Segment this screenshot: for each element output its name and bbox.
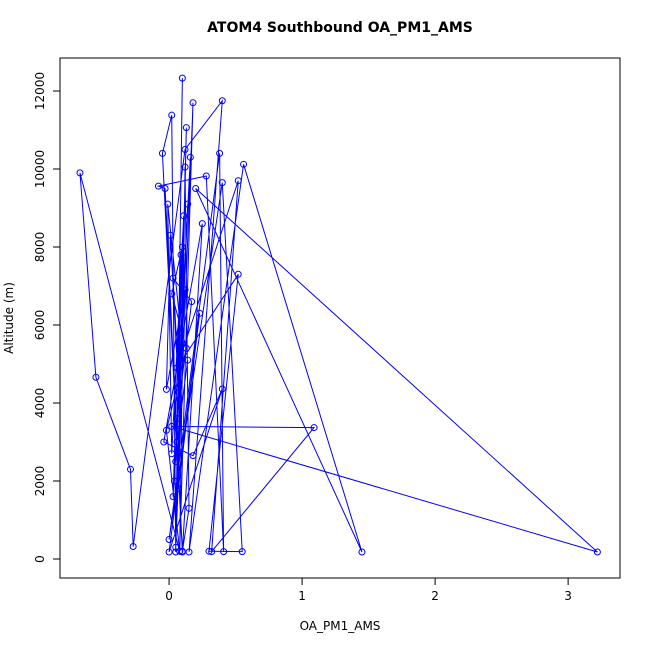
data-point	[186, 153, 194, 161]
x-axis-label: OA_PM1_AMS	[300, 619, 381, 633]
data-point	[202, 172, 210, 180]
data-point	[181, 286, 189, 294]
data-point	[170, 477, 178, 485]
data-point	[234, 177, 242, 185]
data-point	[185, 504, 193, 512]
data-point	[126, 465, 134, 473]
data-point	[174, 383, 182, 391]
data-point	[92, 373, 100, 381]
data-point	[178, 243, 186, 251]
y-tick-label: 2000	[33, 466, 47, 497]
data-point	[168, 422, 176, 430]
data-point	[240, 160, 248, 168]
data-point	[181, 145, 189, 153]
data-point	[181, 163, 189, 171]
y-tick-label: 6000	[33, 310, 47, 341]
data-point	[310, 424, 318, 432]
data-point	[172, 548, 180, 556]
data-point	[205, 547, 213, 555]
data-point	[234, 270, 242, 278]
data-point	[160, 438, 168, 446]
data-point	[169, 493, 177, 501]
data-point	[358, 548, 366, 556]
data-point	[216, 149, 224, 157]
data-point	[166, 231, 174, 239]
plot-frame	[59, 57, 621, 579]
y-tick-label: 12000	[33, 72, 47, 110]
data-point	[192, 184, 200, 192]
data-point	[165, 548, 173, 556]
data-point	[172, 458, 180, 466]
data-point	[173, 438, 181, 446]
data-point	[162, 385, 170, 393]
data-point	[208, 548, 216, 556]
y-tick-label: 10000	[33, 150, 47, 188]
data-point	[593, 548, 601, 556]
data-line	[79, 78, 598, 554]
y-axis-label: Altitude (m)	[2, 282, 16, 354]
data-point	[162, 426, 170, 434]
data-point	[165, 536, 173, 544]
data-point	[168, 450, 176, 458]
data-point	[218, 385, 226, 393]
y-tick-label: 8000	[33, 232, 47, 263]
data-point	[168, 290, 176, 298]
data-point	[177, 329, 185, 337]
data-point	[189, 452, 197, 460]
data-point	[178, 547, 186, 555]
data-point	[196, 309, 204, 317]
x-tick-label: 0	[165, 589, 173, 603]
data-point	[173, 364, 181, 372]
x-tick-label: 2	[431, 589, 439, 603]
data-point	[189, 99, 197, 107]
data-point	[178, 74, 186, 82]
data-point	[182, 124, 190, 132]
data-point	[173, 415, 181, 423]
data-point	[218, 97, 226, 105]
data-point	[188, 298, 196, 306]
chart-title: ATOM4 Southbound OA_PM1_AMS	[207, 20, 473, 36]
data-point	[184, 200, 192, 208]
data-point	[176, 395, 184, 403]
data-point	[158, 149, 166, 157]
data-point	[180, 212, 188, 220]
y-tick-label: 4000	[33, 388, 47, 419]
data-point	[169, 274, 177, 282]
data-point	[220, 548, 228, 556]
data-point	[238, 548, 246, 556]
x-tick-label: 1	[298, 589, 306, 603]
y-tick-label: 0	[33, 555, 47, 563]
data-point	[154, 182, 162, 190]
data-point	[185, 548, 193, 556]
data-point	[182, 344, 190, 352]
data-point	[161, 184, 169, 192]
data-point	[164, 200, 172, 208]
data-point	[177, 251, 185, 259]
data-point	[168, 111, 176, 119]
data-point	[174, 485, 182, 493]
x-tick-label: 3	[564, 589, 572, 603]
data-point	[198, 220, 206, 228]
data-point	[184, 356, 192, 364]
data-point	[129, 543, 137, 551]
data-point	[76, 169, 84, 177]
data-point	[218, 179, 226, 187]
data-point	[176, 547, 184, 555]
data-point	[172, 543, 180, 551]
